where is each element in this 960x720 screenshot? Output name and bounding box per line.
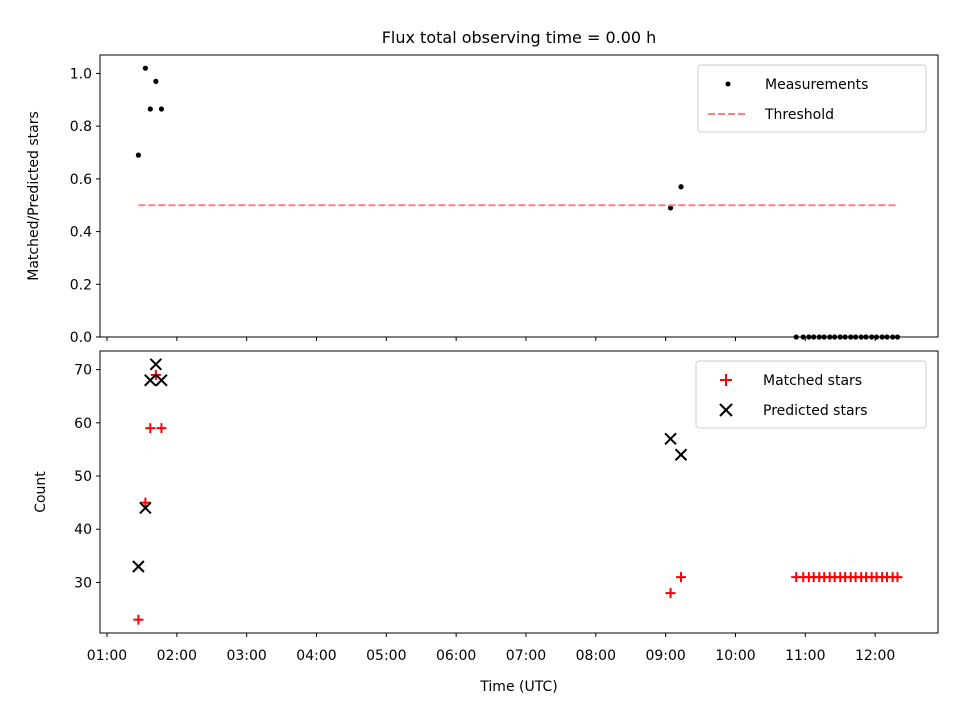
predicted-stars-point [155, 374, 168, 387]
x-tick-label: 06:00 [436, 648, 476, 664]
legend-threshold-label: Threshold [764, 107, 834, 123]
matched-stars-point [145, 423, 156, 434]
predicted-stars-point [674, 448, 688, 461]
legend-measurements-label: Measurements [765, 77, 868, 93]
predicted-stars-point [132, 560, 145, 573]
count-y-ticks: 30 40 50 60 70 [74, 363, 100, 591]
ratio-legend: Measurements Threshold [697, 64, 927, 133]
x-tick-label: 09:00 [645, 648, 685, 664]
measurement-point [153, 78, 159, 84]
x-tick-label: 12:00 [855, 648, 895, 664]
legend-matched-label: Matched stars [763, 373, 862, 389]
measurement-point [678, 184, 684, 190]
legend-matched-marker [720, 374, 732, 386]
count-plot-area [132, 358, 903, 625]
x-tick-label: 04:00 [296, 648, 336, 664]
count-x-ticks: 01:00 02:00 03:00 04:00 05:00 06:00 07:00 08:00… [87, 633, 895, 664]
x-tick-label: 07:00 [506, 648, 546, 664]
predicted-stars-point [149, 358, 163, 371]
y-tick-label: 0.4 [70, 225, 92, 241]
x-tick-label: 11:00 [785, 648, 825, 664]
matched-stars-point [156, 423, 167, 434]
chart-title: Flux total observing time = 0.00 h [382, 28, 657, 47]
x-axis-label: Time (UTC) [479, 679, 557, 695]
matched-stars-point [892, 572, 903, 583]
ratio-y-ticks: 0.0 0.2 0.4 0.6 0.8 1.0 [70, 66, 100, 346]
ratio-legend-box [697, 64, 927, 133]
count-panel: 30 40 50 60 70 01:00 02:00 03:00 04:00 05:00 06:0… [33, 350, 939, 695]
x-tick-label: 03:00 [226, 648, 266, 664]
ratio-axes-frame [99, 54, 939, 338]
ratio-panel: 0.0 0.2 0.4 0.6 0.8 1.0 Matched/Predicted sta… [26, 54, 939, 346]
predicted-stars-point [664, 432, 677, 445]
legend-measurements-marker [725, 81, 731, 87]
matched-stars-point [133, 614, 144, 625]
y-tick-label: 30 [74, 575, 92, 591]
y-tick-label: 0.2 [70, 277, 92, 293]
x-tick-label: 02:00 [157, 648, 197, 664]
x-tick-label: 10:00 [715, 648, 755, 664]
y-tick-label: 0.0 [70, 330, 92, 346]
count-legend-box [695, 360, 927, 429]
matched-stars-point [676, 572, 687, 583]
legend-predicted-label: Predicted stars [763, 403, 868, 419]
y-tick-label: 60 [74, 416, 92, 432]
measurement-point [147, 106, 153, 112]
y-tick-label: 40 [74, 522, 92, 538]
measurement-point [667, 205, 674, 211]
measurement-point [158, 106, 165, 112]
matched-stars-point [665, 588, 676, 599]
y-tick-label: 50 [74, 469, 92, 485]
predicted-stars-point [139, 501, 152, 515]
count-y-axis-label: Count [33, 471, 49, 513]
legend-predicted-marker [719, 403, 733, 417]
ratio-y-axis-label: Matched/Predicted stars [26, 111, 42, 281]
y-tick-label: 0.8 [70, 119, 92, 135]
x-tick-label: 01:00 [87, 648, 127, 664]
measurement-point [142, 65, 148, 71]
predicted-stars-point [144, 374, 157, 387]
y-tick-label: 1.0 [70, 66, 92, 82]
matched-stars-point [140, 497, 151, 508]
measurement-point [135, 152, 142, 158]
y-tick-label: 70 [74, 363, 92, 379]
ratio-x-ticks [106, 337, 876, 341]
x-tick-label: 05:00 [366, 648, 406, 664]
count-legend: Matched stars Predicted stars [695, 360, 927, 429]
y-tick-label: 0.6 [70, 172, 92, 188]
x-tick-label: 08:00 [576, 648, 616, 664]
count-axes-frame [99, 350, 939, 634]
